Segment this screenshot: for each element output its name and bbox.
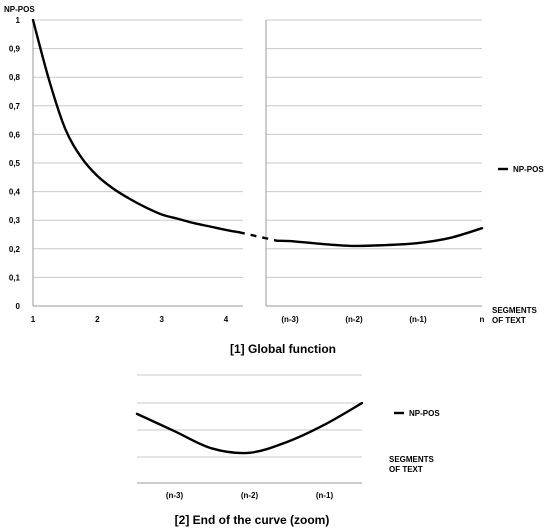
chart2-x-axis-title-line2: OF TEXT — [389, 465, 423, 474]
chart1-y-tick-labels: 0 0,1 0,2 0,3 0,4 0,5 0,6 0,7 0,8 0,9 1 — [9, 16, 21, 311]
x-tick-label: 1 — [31, 315, 36, 324]
chart1-x-axis-title-line1: SEGMENTS — [492, 306, 538, 315]
series-line-np-pos-zoom — [137, 403, 362, 453]
chart1-x-tick-labels-left: 1 2 3 4 — [31, 315, 229, 324]
y-tick-label: 0,9 — [9, 45, 21, 54]
y-tick-label: 0,5 — [9, 159, 21, 168]
chart1: NP-POS 0 0,1 0,2 0,3 0,4 0,5 0,6 0,7 0,8 0,9 1 1 2 3… — [4, 5, 544, 356]
chart2-legend-label: NP-POS — [409, 409, 440, 418]
y-tick-label: 0,1 — [9, 273, 21, 282]
x-tick-label: (n-1) — [409, 315, 427, 324]
y-tick-label: 1 — [16, 16, 21, 25]
y-tick-label: 0,4 — [9, 188, 21, 197]
x-tick-label: n — [480, 315, 485, 324]
x-tick-label: 3 — [159, 315, 164, 324]
chart1-legend: NP-POS — [498, 165, 544, 174]
x-tick-label: (n-2) — [241, 491, 259, 500]
chart1-y-axis-title: NP-POS — [4, 5, 35, 14]
series-gap-connector — [239, 232, 277, 241]
x-tick-label: (n-2) — [345, 315, 363, 324]
chart2: (n-3) (n-2) (n-1) SEGMENTS OF TEXT NP-POS … — [137, 375, 440, 527]
chart2-x-axis-title-line1: SEGMENTS — [389, 455, 435, 464]
chart1-x-tick-labels-right: (n-3) (n-2) (n-1) n — [281, 315, 484, 324]
y-tick-label: 0,8 — [9, 73, 21, 82]
x-tick-label: (n-3) — [166, 491, 184, 500]
chart2-series-lines — [137, 403, 362, 453]
x-tick-label: 2 — [95, 315, 100, 324]
chart1-caption: [1] Global function — [230, 342, 336, 356]
x-tick-label: (n-3) — [281, 315, 299, 324]
series-line-np-pos-right — [277, 228, 482, 246]
chart2-caption: [2] End of the curve (zoom) — [175, 513, 330, 527]
chart2-x-tick-labels: (n-3) (n-2) (n-1) — [166, 491, 334, 500]
y-tick-label: 0,2 — [9, 245, 21, 254]
chart1-gridlines — [33, 20, 482, 306]
y-tick-label: 0 — [16, 302, 21, 311]
chart1-legend-label: NP-POS — [513, 165, 544, 174]
x-tick-label: (n-1) — [316, 491, 334, 500]
chart1-series-lines — [33, 20, 482, 246]
chart1-x-axis-title-line2: OF TEXT — [492, 316, 526, 325]
y-tick-label: 0,6 — [9, 130, 21, 139]
y-tick-label: 0,3 — [9, 216, 21, 225]
y-tick-label: 0,7 — [9, 102, 21, 111]
chart2-legend: NP-POS — [394, 409, 440, 418]
series-line-np-pos-left — [33, 20, 239, 232]
x-tick-label: 4 — [224, 315, 229, 324]
